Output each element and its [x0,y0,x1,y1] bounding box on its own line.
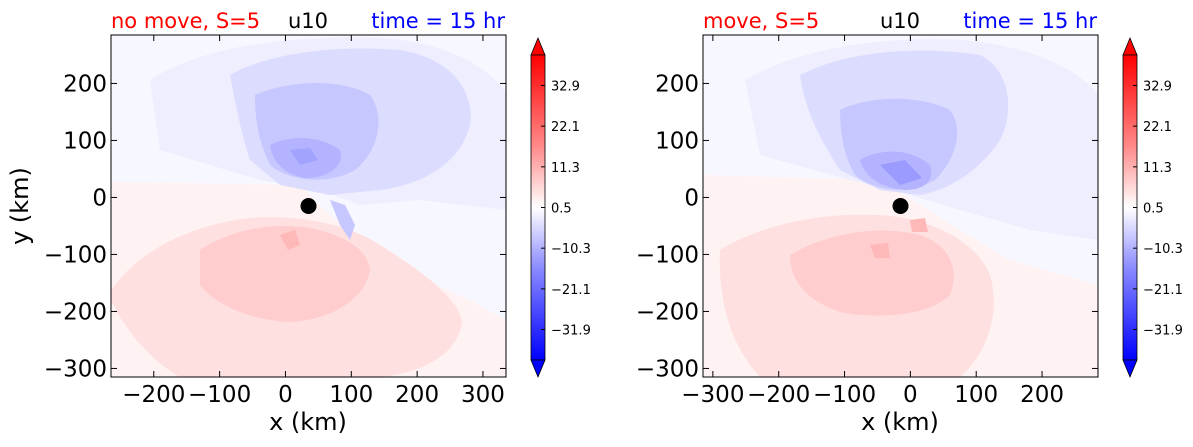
title-right: time = 15 hr [963,9,1097,33]
title-center: u10 [288,9,328,33]
y-tick-label: 0 [92,185,107,211]
colorbar-tick-label: −31.9 [1143,324,1183,339]
y-tick-label: −200 [44,299,107,325]
field-contours [703,35,1098,377]
colorbar: 32.9 22.1 11.3 0.5 −10.3 −21.1 −31.9 [1122,36,1183,379]
colorbar-tick-label: −21.1 [551,283,591,298]
title-center: u10 [880,9,920,33]
y-tick-label: 100 [63,128,107,154]
x-tick-label: 0 [278,382,293,408]
colorbar-tick-label: 32.9 [1143,80,1172,95]
x-tick-label: −200 [122,382,185,408]
y-tick-label: −300 [44,356,107,382]
x-tick-label: 300 [461,382,505,408]
storm-center-marker [892,198,909,214]
y-tick-label: −300 [636,356,699,382]
colorbar-tick-label: 22.1 [1143,120,1172,135]
colorbar-tick-label: −31.9 [551,324,591,339]
x-tick-label: 0 [903,382,918,408]
colorbar-tick-label: −10.3 [551,242,591,257]
colorbar-tick-label: 0.5 [1143,202,1164,217]
colorbar-tick-label: −21.1 [1143,283,1183,298]
x-tick-label: 100 [329,382,373,408]
colorbar-tick-label: −10.3 [1143,242,1183,257]
field-contours [111,35,506,377]
panel-move: move, S=5 u10 time = 15 hr −300 −200 −100 0… [636,9,1183,436]
y-axis-label: y (km) [6,167,34,245]
x-axis-label: x (km) [269,408,347,436]
x-axis-label: x (km) [861,408,939,436]
y-tick-label: 0 [684,185,699,211]
x-tick-label: −300 [681,382,744,408]
colorbar-tick-label: 32.9 [551,80,580,95]
y-tick-label: 200 [63,71,107,97]
y-tick-label: −100 [636,242,699,268]
x-tick-label: −100 [813,382,876,408]
x-tick-label: −100 [188,382,251,408]
storm-center-marker [300,198,317,214]
y-tick-label: −100 [44,242,107,268]
plot-frame [110,34,507,378]
x-tick-label: −200 [747,382,810,408]
x-tick-label: 200 [1020,382,1064,408]
plot-frame [702,34,1099,378]
y-tick-label: 200 [655,71,699,97]
colorbar-tick-label: 11.3 [1143,161,1172,176]
title-left: move, S=5 [703,9,819,33]
colorbar-tick-label: 22.1 [551,120,580,135]
colorbar-tick-label: 0.5 [551,202,572,217]
x-tick-label: 200 [395,382,439,408]
x-tick-label: 100 [954,382,998,408]
colorbar: 32.9 22.1 11.3 0.5 −10.3 −21.1 −31.9 [530,36,591,379]
title-right: time = 15 hr [371,9,505,33]
panel-no-move: no move, S=5 u10 time = 15 hr −200 −100 0 1… [6,9,591,436]
title-left: no move, S=5 [111,9,260,33]
y-tick-label: 100 [655,128,699,154]
y-tick-label: −200 [636,299,699,325]
colorbar-tick-label: 11.3 [551,161,580,176]
